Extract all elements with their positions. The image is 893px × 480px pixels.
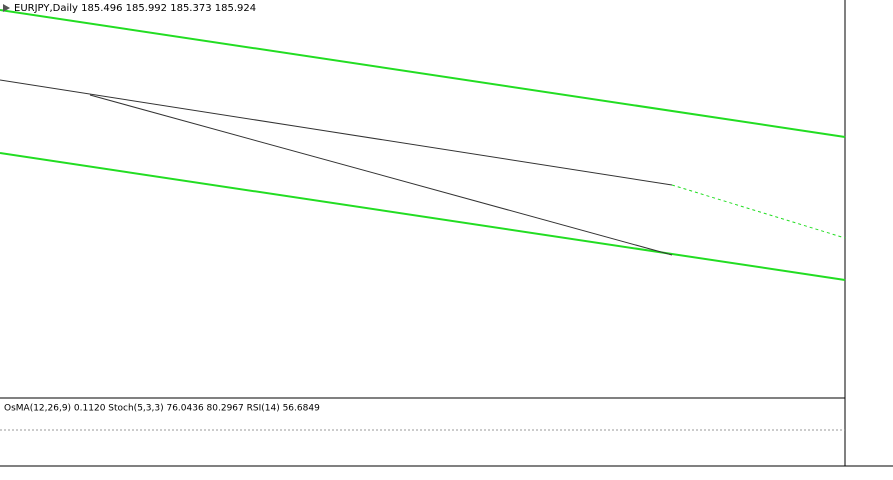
chart-header: EURJPY,Daily 185.496 185.992 185.373 185… [14, 3, 256, 14]
ohlc-open: 185.496 [81, 3, 122, 14]
indicator-header: OsMA(12,26,9) 0.1120 Stoch(5,3,3) 76.043… [4, 404, 320, 414]
trend-line [0, 79, 673, 186]
channel-line [0, 152, 846, 281]
header-icon [3, 4, 10, 12]
trend-line-extension [671, 184, 846, 239]
ohlc-low: 185.373 [170, 3, 211, 14]
ohlc-close: 185.924 [215, 3, 256, 14]
channel-line [0, 9, 846, 138]
ohlc-high: 185.992 [126, 3, 167, 14]
symbol: EURJPY,Daily [14, 3, 78, 14]
trend-line [89, 94, 673, 256]
